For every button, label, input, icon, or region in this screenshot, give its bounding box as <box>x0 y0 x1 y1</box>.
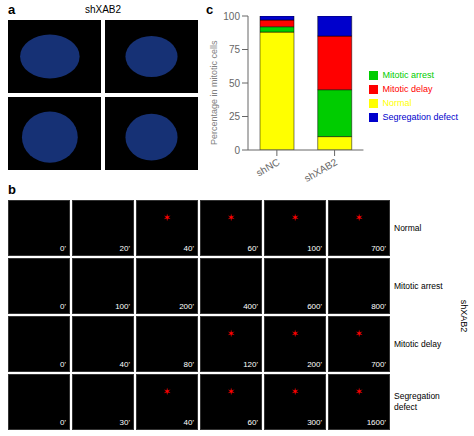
html-text:b: b <box>8 182 16 197</box>
html-text:80': 80' <box>183 360 194 369</box>
html-text:Normal: Normal <box>394 222 422 233</box>
svg-text:0: 0 <box>234 145 240 156</box>
svg-text:50: 50 <box>229 78 241 89</box>
html-text:20': 20' <box>119 244 130 253</box>
html-text:40': 40' <box>183 418 194 427</box>
html-text:0': 0' <box>60 302 66 311</box>
html-text:200': 200' <box>179 302 194 311</box>
html-text:c: c <box>206 2 214 17</box>
html-text:800': 800' <box>371 302 386 311</box>
html-text:0': 0' <box>60 360 66 369</box>
html-text:0': 0' <box>60 244 66 253</box>
html-text:Mitotic delay: Mitotic delay <box>382 84 433 94</box>
html-text:700': 700' <box>371 244 386 253</box>
html-text:Segregation defect: Segregation defect <box>382 112 458 122</box>
html-text:40': 40' <box>119 360 130 369</box>
html-text:700': 700' <box>371 360 386 369</box>
html-text:100': 100' <box>307 244 322 253</box>
html-text:Normal: Normal <box>382 98 412 108</box>
html-text:40': 40' <box>183 244 194 253</box>
html-text:300': 300' <box>307 418 322 427</box>
html-text:Mitotic arrest: Mitotic arrest <box>394 280 443 291</box>
html-text:shXAB2: shXAB2 <box>459 299 469 333</box>
svg-text:25: 25 <box>229 111 241 122</box>
html-text:Mitotic delay: Mitotic delay <box>394 338 442 349</box>
html-text:a: a <box>8 2 16 17</box>
html-text:Segregation: Segregation <box>394 391 440 401</box>
svg-text:Percentage in mitotic cells: Percentage in mitotic cells <box>209 40 219 145</box>
html-text:60': 60' <box>247 418 258 427</box>
svg-text:75: 75 <box>229 44 241 55</box>
html-text:30': 30' <box>119 418 130 427</box>
html-text:600': 600' <box>307 302 322 311</box>
svg-text:100: 100 <box>223 11 240 22</box>
html-text:defect: defect <box>394 402 418 412</box>
html-text:0': 0' <box>60 418 66 427</box>
svg-text:shXAB2: shXAB2 <box>302 156 339 184</box>
html-text:120': 120' <box>243 360 258 369</box>
html-text:400': 400' <box>243 302 258 311</box>
svg-text:shNC: shNC <box>254 156 281 178</box>
html-text:1600': 1600' <box>366 418 386 427</box>
html-text:shXAB2: shXAB2 <box>84 4 122 15</box>
html-text:Mitotic arrest: Mitotic arrest <box>382 70 434 80</box>
html-text:200': 200' <box>307 360 322 369</box>
html-text:100': 100' <box>115 302 130 311</box>
html-text:60': 60' <box>247 244 258 253</box>
